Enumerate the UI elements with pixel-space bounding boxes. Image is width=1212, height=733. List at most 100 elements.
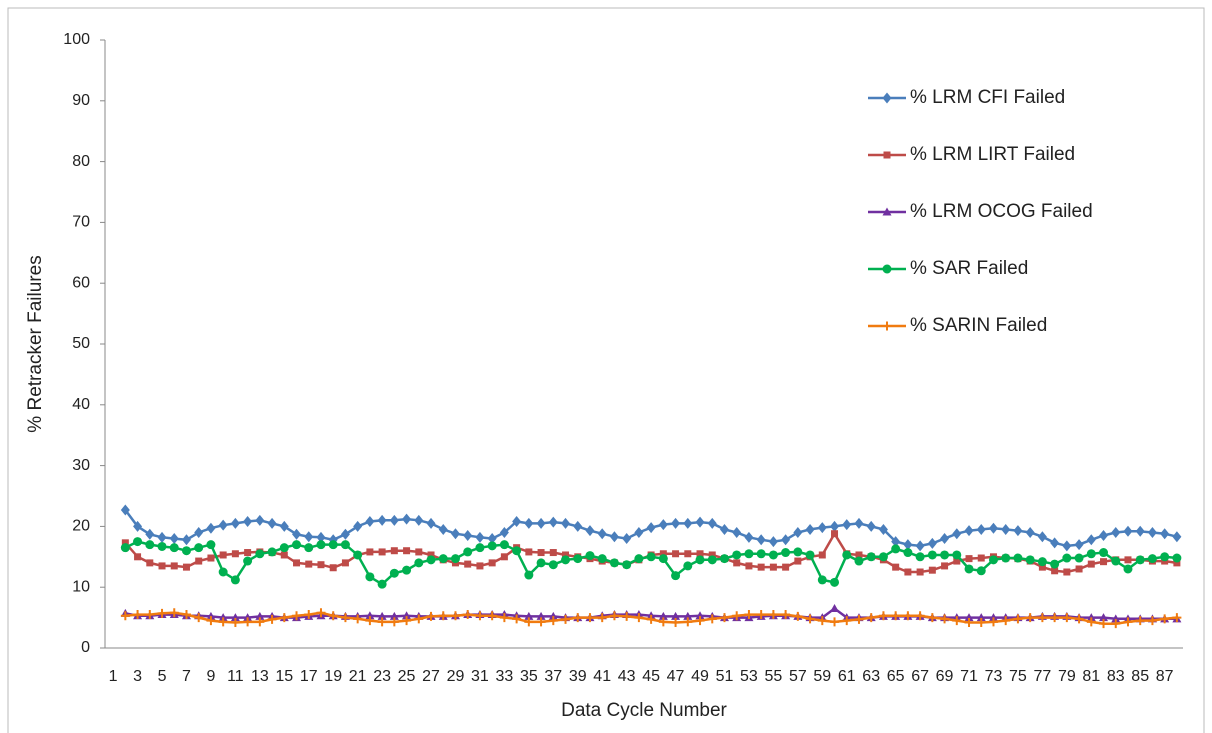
marker bbox=[988, 617, 998, 627]
marker bbox=[1135, 555, 1145, 565]
marker bbox=[1037, 613, 1047, 623]
marker bbox=[646, 552, 656, 562]
marker bbox=[976, 617, 986, 627]
marker bbox=[206, 616, 216, 626]
marker bbox=[768, 536, 778, 548]
marker bbox=[830, 520, 840, 532]
marker bbox=[965, 555, 973, 563]
y-tick-label: 20 bbox=[72, 518, 90, 535]
marker bbox=[903, 611, 913, 621]
marker bbox=[561, 614, 571, 624]
marker bbox=[1086, 534, 1096, 546]
marker bbox=[915, 611, 925, 621]
marker bbox=[206, 611, 216, 620]
legend-marker bbox=[883, 151, 891, 159]
marker bbox=[1111, 614, 1121, 623]
marker bbox=[1037, 557, 1047, 567]
marker bbox=[1001, 523, 1011, 535]
x-tick-label: 79 bbox=[1058, 668, 1076, 685]
marker bbox=[548, 516, 558, 528]
marker bbox=[255, 611, 265, 620]
marker bbox=[181, 610, 191, 620]
marker bbox=[169, 543, 179, 553]
marker bbox=[402, 565, 412, 575]
marker bbox=[964, 564, 974, 574]
marker bbox=[684, 550, 692, 558]
marker bbox=[1050, 537, 1060, 549]
marker bbox=[1074, 539, 1084, 551]
marker bbox=[169, 608, 179, 618]
marker bbox=[1050, 613, 1060, 623]
marker bbox=[402, 513, 412, 525]
marker bbox=[120, 543, 130, 553]
marker bbox=[194, 543, 204, 553]
legend-label: % LRM OCOG Failed bbox=[910, 201, 1093, 222]
marker bbox=[377, 579, 387, 589]
chart-frame bbox=[7, 7, 1205, 733]
marker bbox=[988, 555, 998, 565]
marker bbox=[267, 614, 277, 624]
marker bbox=[487, 611, 497, 621]
marker bbox=[1075, 565, 1083, 573]
marker bbox=[634, 554, 644, 564]
marker bbox=[1001, 553, 1011, 563]
marker bbox=[512, 546, 522, 556]
marker bbox=[658, 617, 668, 627]
marker bbox=[378, 548, 386, 556]
marker bbox=[756, 549, 766, 559]
x-tick-label: 21 bbox=[349, 668, 367, 685]
x-tick-label: 19 bbox=[324, 668, 342, 685]
marker bbox=[683, 611, 693, 620]
marker bbox=[659, 550, 667, 558]
marker bbox=[1111, 556, 1121, 566]
marker bbox=[536, 617, 546, 627]
marker bbox=[609, 558, 619, 568]
marker bbox=[218, 519, 228, 531]
marker bbox=[855, 551, 863, 559]
marker bbox=[793, 547, 803, 557]
marker bbox=[316, 540, 326, 550]
x-tick-label: 69 bbox=[936, 668, 954, 685]
marker bbox=[695, 616, 705, 626]
marker bbox=[390, 547, 398, 555]
marker bbox=[940, 533, 950, 545]
marker bbox=[927, 613, 937, 623]
marker bbox=[1062, 540, 1072, 552]
x-tick-label: 41 bbox=[593, 668, 611, 685]
marker bbox=[1099, 613, 1109, 622]
y-tick-label: 30 bbox=[72, 457, 90, 474]
marker bbox=[671, 571, 681, 581]
marker bbox=[243, 516, 253, 528]
marker bbox=[365, 572, 375, 582]
x-tick-label: 61 bbox=[838, 668, 856, 685]
marker bbox=[707, 555, 717, 565]
marker bbox=[794, 557, 802, 565]
marker bbox=[230, 613, 240, 622]
marker bbox=[499, 526, 509, 538]
marker bbox=[1135, 525, 1145, 537]
marker bbox=[536, 611, 546, 620]
marker bbox=[1074, 614, 1084, 624]
marker bbox=[267, 547, 277, 557]
y-tick-label: 50 bbox=[72, 335, 90, 352]
legend-label: % LRM LIRT Failed bbox=[910, 144, 1075, 165]
marker bbox=[548, 616, 558, 626]
marker bbox=[464, 560, 472, 568]
marker bbox=[1111, 526, 1121, 538]
marker bbox=[854, 614, 864, 624]
marker bbox=[389, 514, 399, 526]
legend-marker bbox=[882, 92, 892, 104]
marker bbox=[292, 611, 302, 621]
marker bbox=[377, 514, 387, 526]
marker bbox=[756, 534, 766, 546]
marker bbox=[1062, 613, 1072, 623]
marker bbox=[194, 613, 204, 623]
marker bbox=[842, 550, 852, 560]
marker bbox=[1013, 525, 1023, 537]
marker bbox=[927, 537, 937, 549]
x-tick-label: 47 bbox=[667, 668, 685, 685]
marker bbox=[1123, 617, 1133, 627]
marker bbox=[524, 570, 534, 580]
marker bbox=[683, 617, 693, 627]
marker bbox=[487, 533, 497, 545]
